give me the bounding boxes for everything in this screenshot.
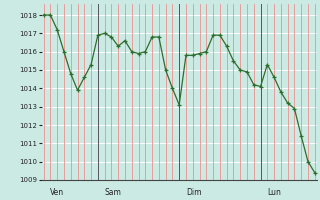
Text: Ven: Ven — [51, 188, 65, 197]
Text: Lun: Lun — [267, 188, 281, 197]
Text: Dim: Dim — [186, 188, 202, 197]
Text: Sam: Sam — [105, 188, 122, 197]
